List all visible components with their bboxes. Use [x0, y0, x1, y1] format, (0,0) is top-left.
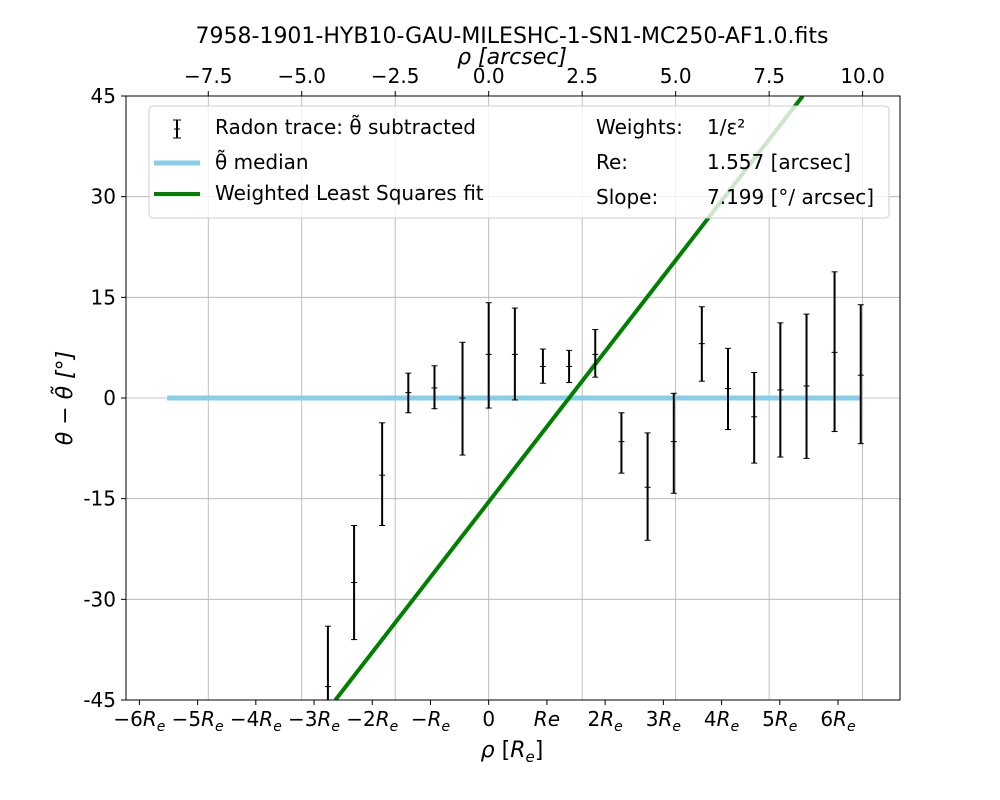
- top-tick-label: 0.0: [473, 64, 505, 88]
- legend-weights-value: 1/ε²: [707, 115, 745, 139]
- top-tick-label: 2.5: [566, 64, 598, 88]
- y-axis: -45 -30 -15 0 15 30 45: [83, 84, 126, 712]
- y-axis-label: θ − θ̃ [°]: [50, 351, 78, 446]
- bottom-tick-label: −Re: [411, 707, 450, 735]
- bottom-tick-label: 2Re: [587, 707, 622, 735]
- top-axis-label: ρ [arcsec]: [457, 45, 567, 70]
- top-tick-label: −2.5: [371, 64, 420, 88]
- data-point: [803, 313, 810, 459]
- legend-weights-label: Weights:: [596, 115, 683, 139]
- data-point: [485, 302, 492, 409]
- bottom-tick-label: 0: [482, 707, 495, 731]
- top-tick-label: 10.0: [840, 64, 885, 88]
- y-tick-label: -15: [83, 487, 116, 511]
- plot-frame: [125, 95, 901, 701]
- bottom-tick-label: −6Re: [113, 707, 165, 735]
- data-point: [698, 306, 705, 382]
- data-point: [405, 372, 412, 414]
- bottom-tick-label: −5Re: [172, 707, 224, 735]
- bottom-tick-label: 5Re: [762, 707, 797, 735]
- legend-box: [148, 105, 890, 219]
- y-tick-label: -30: [83, 587, 116, 611]
- bottom-tick-label: 6Re: [820, 707, 855, 735]
- y-tick-label: 45: [91, 84, 116, 108]
- legend-label-radon: Radon trace: θ̃ subtracted: [215, 114, 476, 139]
- data-point: [511, 307, 518, 401]
- bottom-tick-label: Re: [534, 707, 560, 731]
- legend-slope-value: 7.199 [°/ arcsec]: [707, 185, 874, 209]
- data-point: [670, 392, 677, 494]
- data-point: [566, 349, 573, 384]
- legend-label-median: θ̃ median: [215, 149, 309, 174]
- data-point: [644, 432, 651, 541]
- data-point: [324, 625, 331, 700]
- data-point: [751, 371, 758, 464]
- legend-label-fit: Weighted Least Squares fit: [215, 181, 484, 205]
- top-axis: −7.5 −5.0 −2.5 0.0 2.5 5.0 7.5 10.0: [184, 64, 885, 96]
- bottom-axis: −6Re −5Re −4Re −3Re −2Re −Re 0 Re 2Re 3Re 4Re 5Re 6R…: [113, 700, 856, 735]
- top-tick-label: −5.0: [277, 64, 326, 88]
- data-point: [379, 422, 386, 527]
- data-point: [592, 329, 599, 378]
- data-point: [459, 341, 466, 456]
- legend-re-value: 1.557 [arcsec]: [707, 150, 851, 174]
- legend-re-label: Re:: [596, 150, 628, 174]
- data-point: [351, 525, 358, 641]
- data-point: [431, 365, 438, 410]
- bottom-tick-label: −3Re: [288, 707, 340, 735]
- top-tick-label: 5.0: [660, 64, 692, 88]
- y-tick-label: 0: [103, 386, 116, 410]
- legend-slope-label: Slope:: [596, 185, 658, 209]
- x-axis-label: ρ [Re]: [481, 738, 544, 766]
- legend: Radon trace: θ̃ subtracted θ̃ median Wei…: [148, 105, 890, 219]
- data-point: [725, 347, 731, 431]
- bottom-tick-label: −4Re: [230, 707, 282, 735]
- bottom-tick-label: −2Re: [346, 707, 398, 735]
- data-point: [857, 304, 864, 445]
- top-tick-label: 7.5: [753, 64, 785, 88]
- data-point: [831, 271, 838, 433]
- y-tick-label: -45: [83, 688, 116, 712]
- y-tick-label: 15: [91, 285, 116, 309]
- top-tick-label: −7.5: [184, 64, 233, 88]
- data-point: [618, 412, 625, 474]
- chart-title: 7958-1901-HYB10-GAU-MILESHC-1-SN1-MC250-…: [196, 24, 829, 49]
- bottom-tick-label: 3Re: [646, 707, 681, 735]
- legend-marker-errorbar: [173, 119, 181, 139]
- bottom-tick-label: 4Re: [704, 707, 739, 735]
- data-point: [539, 348, 546, 384]
- data-point: [777, 322, 784, 458]
- y-tick-label: 30: [91, 185, 116, 209]
